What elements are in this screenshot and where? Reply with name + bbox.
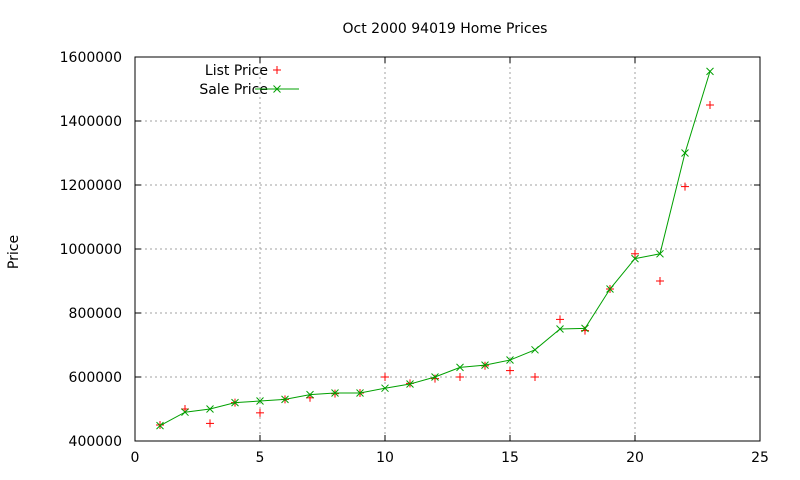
series-group — [156, 67, 714, 430]
chart-title: Oct 2000 94019 Home Prices — [343, 21, 548, 37]
list-price-point — [631, 249, 639, 258]
x-tick-label: 5 — [256, 450, 265, 466]
list-price-point — [456, 373, 464, 381]
sale-price-point — [456, 363, 464, 372]
list-price-point — [506, 366, 514, 375]
sale-price-point — [181, 408, 189, 417]
list-price-point — [531, 373, 539, 381]
list-price-point — [256, 408, 264, 417]
sale-price-point — [256, 397, 264, 405]
legend-label-list-price: List Price — [205, 63, 268, 79]
sale-price-point — [356, 389, 364, 397]
sale-price-point — [556, 325, 564, 333]
y-tick-label: 1400000 — [60, 114, 122, 130]
sale-price-point — [706, 67, 714, 76]
list-price-point — [556, 315, 564, 324]
x-tick-label: 0 — [131, 450, 140, 466]
x-tick-label: 20 — [626, 450, 644, 466]
sale-price-point — [531, 345, 539, 354]
sale-price-point — [306, 390, 314, 399]
y-tick-label: 1600000 — [60, 50, 122, 66]
x-tick-label: 25 — [751, 450, 769, 466]
y-axis-label: Price — [6, 235, 22, 269]
legend: List Price Sale Price — [199, 63, 299, 98]
y-tick-label: 400000 — [69, 434, 122, 450]
legend-marker-sale-price — [273, 85, 281, 93]
plot-frame — [134, 56, 761, 442]
sale-price-point — [206, 405, 214, 413]
sale-price-point — [431, 373, 439, 381]
y-tick-label: 1000000 — [60, 242, 122, 258]
sale-price-point — [281, 395, 289, 404]
x-tick-label: 10 — [376, 450, 394, 466]
sale-price-point — [581, 324, 589, 333]
list-price-point — [381, 373, 389, 381]
list-price-point — [681, 182, 689, 191]
sale-price-point — [331, 389, 339, 397]
list-price-point — [431, 374, 439, 383]
y-tick-label: 600000 — [69, 370, 122, 386]
sale-price-point — [481, 361, 489, 370]
y-tick-label: 1200000 — [60, 178, 122, 194]
grid — [135, 57, 760, 441]
x-tick-label: 15 — [501, 450, 519, 466]
legend-label-sale-price: Sale Price — [199, 82, 268, 98]
sale-price-point — [631, 254, 639, 263]
sale-price-point — [231, 398, 239, 407]
sale-price-point — [606, 285, 614, 293]
list-price-point — [706, 101, 714, 109]
sale-price-series — [156, 67, 714, 430]
list-price-point — [656, 277, 664, 285]
sale-price-point — [656, 249, 664, 258]
sale-price-point — [156, 421, 164, 430]
sale-price-point — [506, 356, 514, 364]
list-price-point — [206, 419, 214, 428]
y-tick-label: 800000 — [69, 306, 122, 322]
sale-price-point — [681, 149, 689, 157]
sale-price-point — [406, 380, 414, 388]
legend-marker-list-price — [273, 66, 281, 74]
axis-ticks: 0 5 10 15 20 25 400000 600000 800000 1000000 12000… — [60, 50, 769, 466]
sale-price-point — [381, 384, 389, 393]
